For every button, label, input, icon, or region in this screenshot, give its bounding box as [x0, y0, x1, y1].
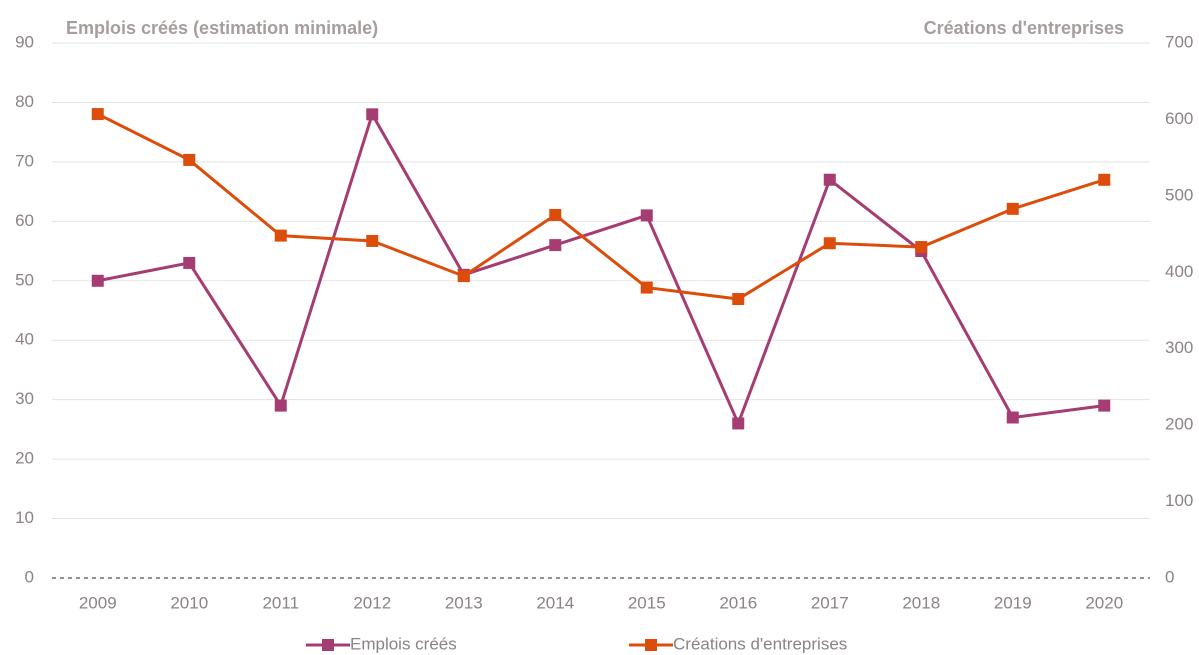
x-tick-label: 2016	[719, 593, 757, 612]
x-tick-label: 2018	[902, 593, 940, 612]
marker	[274, 399, 287, 412]
y-tick-label: 30	[15, 389, 34, 408]
marker	[366, 108, 379, 121]
marker	[1098, 173, 1111, 186]
marker	[91, 274, 104, 287]
x-tick-label: 2009	[79, 593, 117, 612]
marker	[549, 208, 562, 221]
marker	[274, 229, 287, 242]
x-tick-label: 2013	[445, 593, 483, 612]
y-tick-label: 80	[15, 92, 34, 111]
y-tick-label: 0	[25, 567, 34, 586]
y-axis-title: Emplois créés (estimation minimale)	[66, 18, 378, 38]
marker	[823, 237, 836, 250]
marker	[1098, 399, 1111, 412]
y-tick-label: 50	[15, 270, 34, 289]
marker	[915, 241, 928, 254]
marker	[732, 417, 745, 430]
x-tick-label: 2010	[170, 593, 208, 612]
marker	[640, 209, 653, 222]
y2-tick-label: 0	[1165, 567, 1174, 586]
marker	[549, 239, 562, 252]
x-tick-label: 2019	[994, 593, 1032, 612]
marker	[183, 153, 196, 166]
y-tick-label: 40	[15, 330, 34, 349]
y2-tick-label: 200	[1165, 415, 1193, 434]
marker	[183, 256, 196, 269]
marker	[640, 281, 653, 294]
marker	[1006, 202, 1019, 215]
y-tick-label: 10	[15, 508, 34, 527]
x-tick-label: 2012	[353, 593, 391, 612]
y2-tick-label: 700	[1165, 32, 1193, 51]
legend-label: Emplois créés	[350, 634, 457, 653]
y2-tick-label: 300	[1165, 338, 1193, 357]
y-tick-label: 90	[15, 32, 34, 51]
y-tick-label: 70	[15, 151, 34, 170]
legend-marker	[322, 639, 334, 651]
series-line	[97, 110, 1105, 428]
marker	[732, 293, 745, 306]
x-tick-label: 2015	[628, 593, 666, 612]
legend-marker	[645, 639, 657, 651]
y2-tick-label: 400	[1165, 262, 1193, 281]
y2-axis-title: Créations d'entreprises	[924, 18, 1124, 38]
x-tick-label: 2011	[262, 593, 299, 612]
marker	[823, 173, 836, 186]
marker	[91, 108, 104, 121]
x-tick-label: 2014	[536, 593, 574, 612]
x-tick-label: 2017	[811, 593, 849, 612]
y-tick-label: 60	[15, 211, 34, 230]
y2-tick-label: 500	[1165, 185, 1193, 204]
y2-tick-label: 100	[1165, 491, 1193, 510]
marker	[366, 234, 379, 247]
legend-label: Créations d'entreprises	[673, 634, 847, 653]
series-line	[97, 112, 1105, 301]
marker	[457, 270, 470, 283]
y-tick-label: 20	[15, 449, 34, 468]
marker	[1006, 411, 1019, 424]
y2-tick-label: 600	[1165, 109, 1193, 128]
x-tick-label: 2020	[1085, 593, 1123, 612]
